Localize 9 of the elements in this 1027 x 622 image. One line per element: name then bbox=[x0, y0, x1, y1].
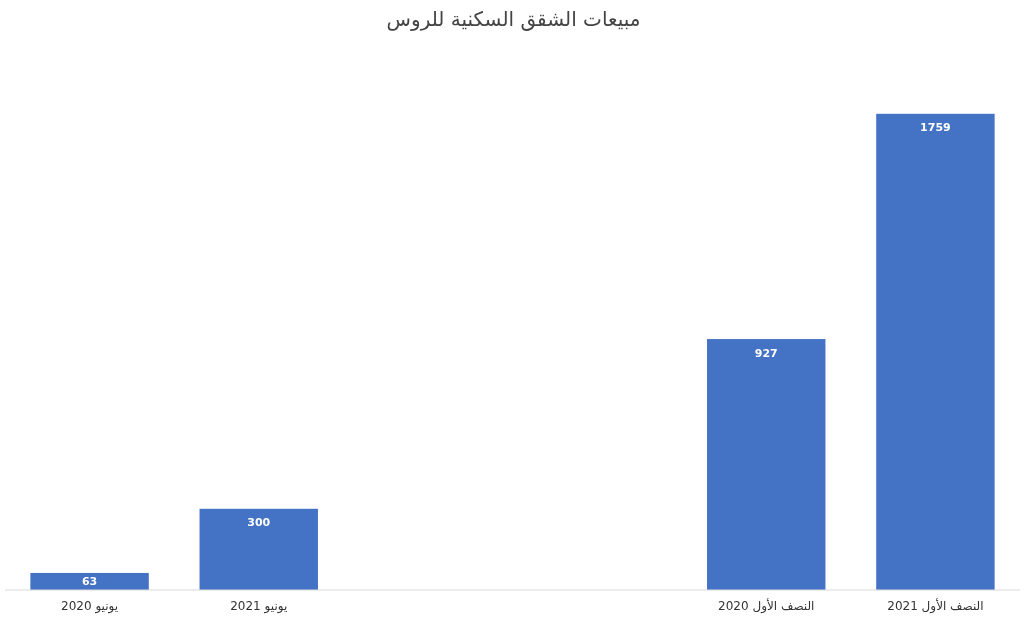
chart-title: مبيعات الشقق السكنية للروس bbox=[386, 7, 641, 31]
x-tick-label: يونيو 2020 bbox=[61, 599, 119, 614]
x-tick-label: يونيو 2021 bbox=[230, 599, 288, 614]
data-label: 63 bbox=[81, 574, 98, 588]
data-label: 300 bbox=[247, 516, 271, 530]
x-tick-label: النصف الأول 2020 bbox=[718, 598, 815, 614]
x-tick-label: النصف الأول 2021 bbox=[887, 598, 984, 614]
data-label: 927 bbox=[754, 346, 778, 360]
data-label: 1759 bbox=[920, 121, 951, 135]
